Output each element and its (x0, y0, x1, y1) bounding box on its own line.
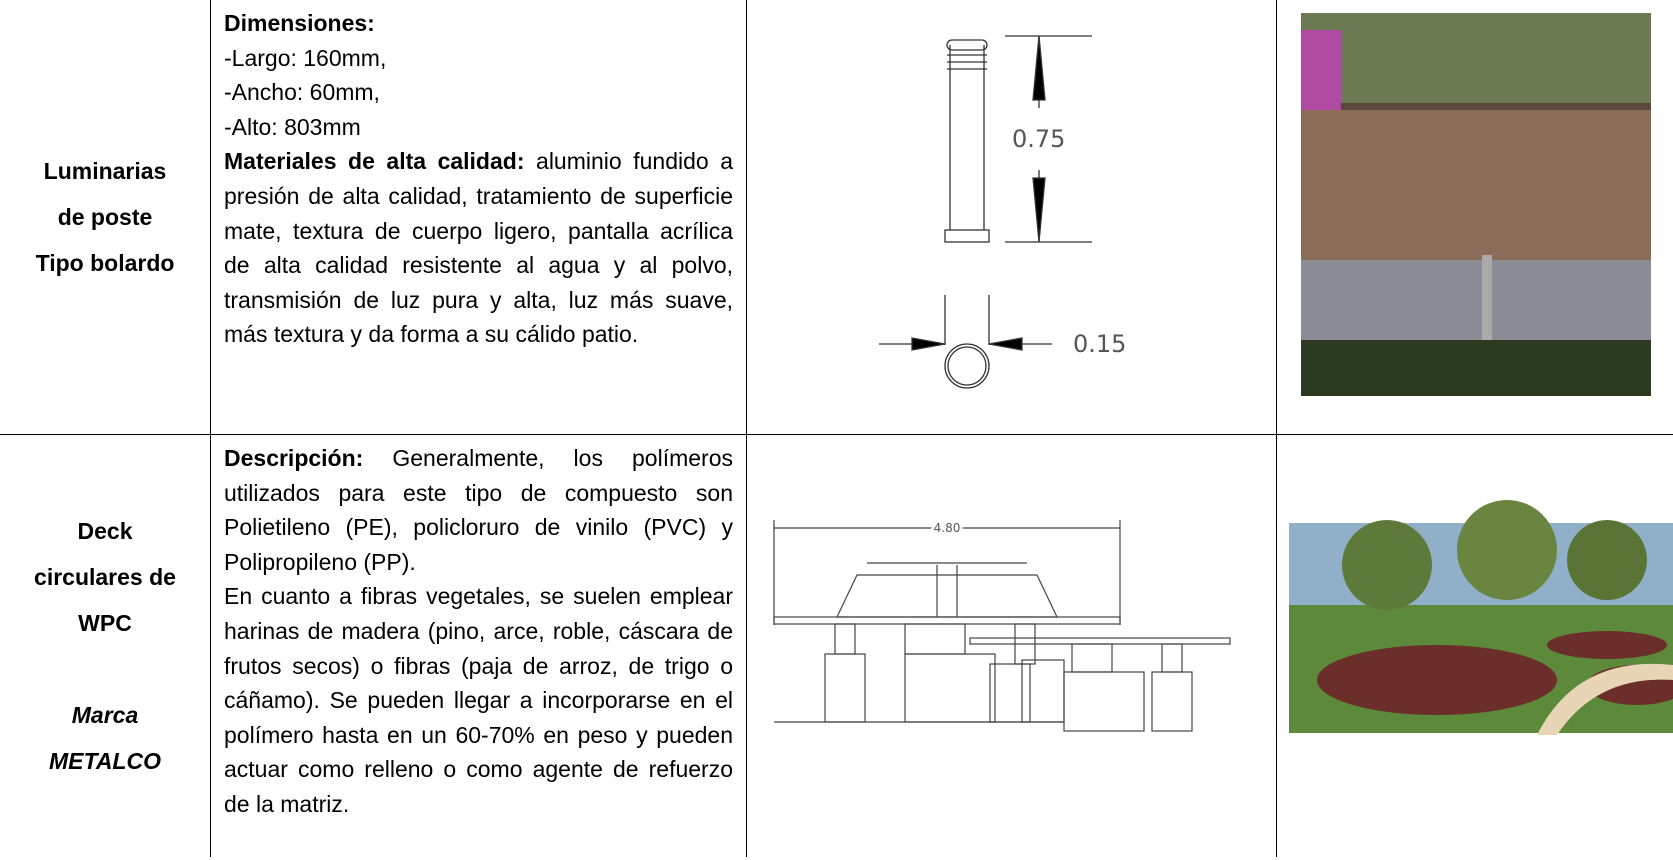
paragraph-text: -Largo: 160mm, (224, 44, 387, 71)
bollard-photo (1301, 13, 1651, 396)
brand-line: Marca (71, 702, 139, 728)
paragraph: Descripción: Generalmente, los polímeros… (224, 441, 733, 579)
name-line: WPC (78, 610, 132, 636)
row-name: Deck circulares de WPC Marca METALCO (0, 435, 211, 857)
photo-cell (1277, 435, 1673, 857)
paragraph-text: -Ancho: 60mm, (224, 79, 380, 106)
name-line: Luminarias (43, 158, 167, 184)
paragraph-text: Generalmente, los polímeros utilizados p… (224, 445, 733, 575)
name-line: Deck (77, 518, 133, 544)
drawing-cell: 4.80 (747, 435, 1277, 857)
name-line: Tipo bolardo (35, 250, 175, 276)
dimension-label: 0.75 (1012, 125, 1065, 153)
paragraph: Dimensiones: (224, 6, 733, 41)
drawing-cell: 0.75 0.15 (747, 0, 1277, 435)
bold-label: Materiales de alta calidad: (224, 148, 525, 175)
row-name: Luminarias de poste Tipo bolardo (0, 0, 211, 435)
photo-cell (1277, 0, 1673, 435)
bold-label: Dimensiones: (224, 10, 375, 36)
brand-line: METALCO (48, 748, 161, 774)
paragraph: -Alto: 803mm (224, 110, 733, 145)
paragraph: -Ancho: 60mm, (224, 75, 733, 110)
paragraph-text: -Alto: 803mm (224, 113, 361, 140)
paragraph: En cuanto a fibras vegetales, se suelen … (224, 579, 733, 821)
name-line: circulares de (34, 564, 176, 590)
bollard-drawing: 0.75 0.15 (879, 35, 1126, 389)
description: Descripción: Generalmente, los polímeros… (211, 435, 747, 857)
deck-drawing: 4.80 (773, 518, 1231, 732)
dimension-label: 4.80 (934, 521, 961, 535)
bold-label: Descripción: (224, 445, 364, 471)
name-line: de poste (57, 204, 153, 230)
paragraph-text: En cuanto a fibras vegetales, se suelen … (224, 583, 733, 817)
dimension-label: 0.15 (1073, 330, 1126, 358)
paragraph: Materiales de alta calidad: aluminio fun… (224, 144, 733, 352)
deck-photo (1289, 500, 1673, 735)
paragraph-text: aluminio fundido a presión de alta calid… (224, 148, 733, 348)
description: Dimensiones: -Largo: 160mm, -Ancho: 60mm, -… (211, 0, 747, 435)
paragraph: -Largo: 160mm, (224, 41, 733, 76)
